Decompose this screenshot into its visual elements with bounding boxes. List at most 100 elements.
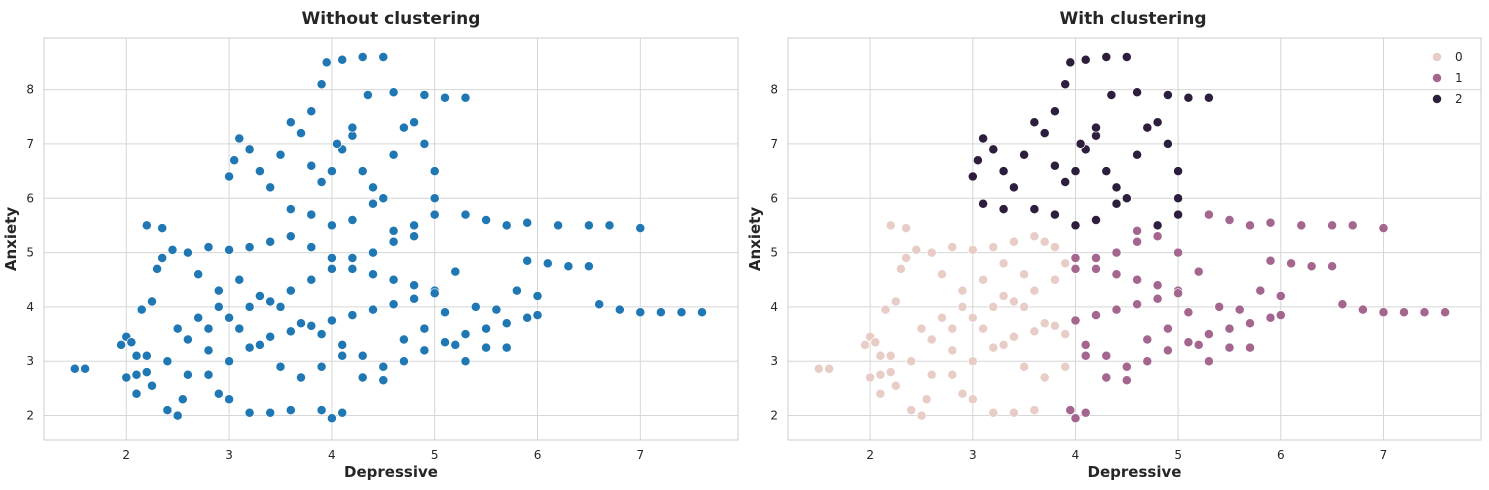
data-point: [378, 52, 389, 62]
data-point: [1162, 323, 1173, 334]
data-point: [1275, 291, 1286, 301]
data-point: [1029, 405, 1040, 416]
data-point: [285, 405, 296, 416]
data-point: [1080, 350, 1091, 361]
data-point: [1075, 138, 1086, 149]
data-point: [419, 138, 430, 149]
data-point: [1008, 407, 1019, 418]
data-point: [419, 90, 430, 100]
data-point: [147, 380, 157, 391]
data-point: [388, 87, 399, 98]
data-point: [676, 307, 687, 318]
data-point: [409, 220, 420, 231]
data-point: [285, 326, 296, 337]
data-point: [460, 329, 471, 340]
data-point: [1039, 128, 1050, 139]
y-tick-label: 4: [26, 300, 34, 314]
data-point: [998, 166, 1009, 177]
data-point: [285, 204, 296, 215]
data-point: [957, 301, 968, 312]
data-point: [1152, 280, 1163, 291]
data-point: [967, 244, 978, 255]
x-tick-label: 2: [866, 448, 874, 462]
data-point: [1224, 215, 1235, 225]
data-point: [1152, 117, 1163, 128]
data-point: [1008, 236, 1019, 247]
data-point: [1173, 288, 1184, 299]
data-point: [229, 155, 240, 166]
data-point: [1049, 209, 1060, 220]
data-point: [450, 339, 461, 350]
data-point: [1357, 304, 1368, 315]
x-tick-label: 7: [637, 448, 645, 462]
data-point: [1162, 345, 1173, 356]
data-point: [890, 296, 901, 307]
data-point: [234, 323, 245, 334]
data-point: [1162, 90, 1173, 100]
data-point: [177, 394, 188, 405]
data-point: [635, 307, 646, 318]
data-point: [357, 166, 368, 177]
data-point: [131, 388, 142, 399]
data-point: [326, 263, 337, 274]
data-point: [265, 331, 276, 342]
data-point: [1049, 274, 1060, 285]
data-point: [998, 258, 1009, 269]
data-point: [265, 182, 276, 193]
data-point: [285, 285, 296, 296]
data-point: [1173, 193, 1184, 204]
data-point: [614, 304, 625, 315]
data-point: [1203, 356, 1214, 367]
data-point: [1224, 342, 1235, 353]
data-point: [1327, 261, 1338, 272]
data-point: [511, 285, 522, 296]
data-point: [978, 274, 989, 285]
data-point: [1132, 274, 1143, 285]
data-point: [440, 337, 450, 348]
data-point: [368, 182, 378, 193]
legend: 0 1 2: [1432, 50, 1463, 106]
x-tick-label: 2: [122, 448, 130, 462]
data-point: [1106, 90, 1117, 100]
data-point: [80, 363, 91, 374]
data-point: [203, 323, 214, 334]
data-point: [1265, 255, 1276, 266]
data-point: [440, 92, 450, 103]
data-point: [1203, 209, 1214, 220]
data-point: [1111, 182, 1122, 193]
data-point: [901, 253, 912, 263]
data-point: [895, 263, 906, 274]
data-point: [553, 220, 564, 231]
data-point: [947, 323, 958, 334]
data-point: [926, 334, 937, 345]
data-point: [296, 372, 306, 383]
data-point: [522, 255, 533, 266]
data-point: [1039, 372, 1050, 383]
data-point: [1337, 299, 1348, 310]
data-point: [316, 405, 327, 416]
data-point: [921, 394, 932, 405]
data-point: [193, 269, 204, 280]
data-point: [1265, 217, 1276, 228]
data-point: [460, 209, 471, 220]
data-point: [937, 269, 947, 280]
data-point: [967, 394, 978, 405]
data-point: [388, 299, 399, 310]
data-point: [316, 361, 327, 372]
data-point: [1399, 307, 1409, 318]
x-tick-label: 3: [225, 448, 233, 462]
data-point: [1296, 220, 1307, 231]
data-point: [522, 217, 533, 228]
data-point: [162, 356, 173, 367]
data-point: [285, 231, 296, 242]
data-point: [141, 350, 152, 361]
data-point: [1070, 315, 1081, 326]
data-point: [234, 133, 245, 144]
data-point: [347, 122, 358, 133]
data-point: [182, 369, 193, 380]
data-point: [147, 296, 157, 307]
data-point: [1419, 307, 1430, 318]
data-point: [1142, 334, 1153, 345]
legend-label: 0: [1455, 50, 1463, 64]
data-point: [1234, 304, 1245, 315]
